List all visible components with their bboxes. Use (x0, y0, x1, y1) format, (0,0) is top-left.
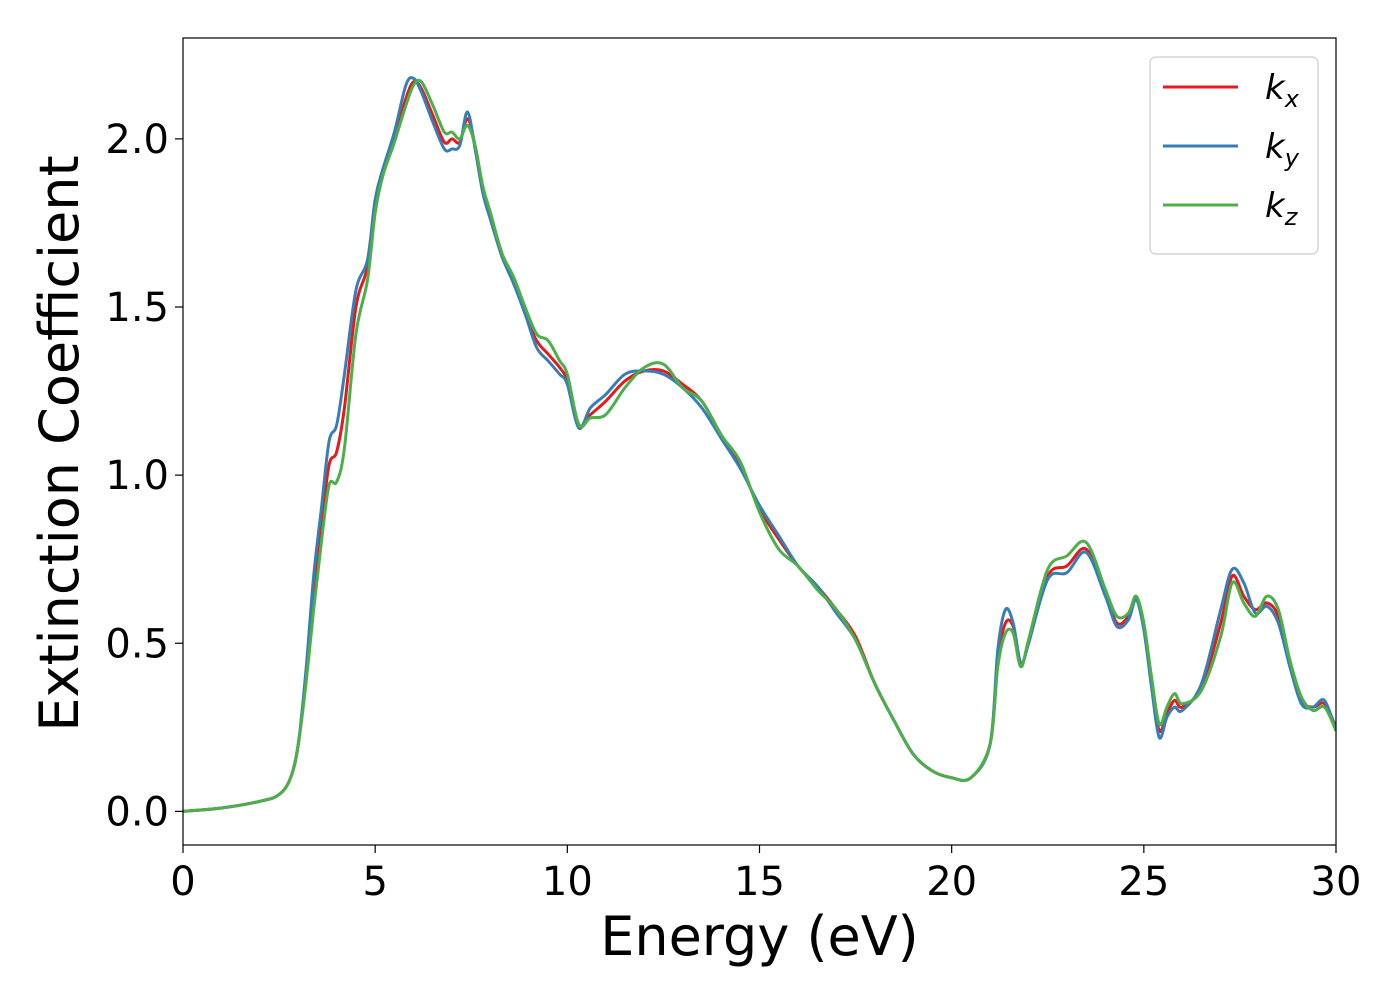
y-tick-label: 0.0 (105, 789, 169, 835)
legend-label: ky (1265, 127, 1300, 172)
legend-label: kz (1265, 186, 1299, 231)
y-axis: 0.0 0.5 1.0 1.5 2.0 (105, 117, 183, 835)
series-line-k-y (183, 76, 1336, 813)
legend-label: kx (1265, 68, 1300, 113)
x-tick-label: 0 (170, 859, 195, 905)
y-tick-label: 2.0 (105, 117, 169, 163)
x-tick-label: 10 (542, 859, 593, 905)
x-axis-title: Energy (eV) (600, 905, 919, 968)
legend: kx ky kz (1149, 56, 1319, 255)
x-tick-label: 15 (734, 859, 785, 905)
y-tick-label: 1.5 (105, 285, 169, 331)
x-tick-label: 5 (362, 859, 387, 905)
y-tick-label: 1.0 (105, 453, 169, 499)
series-line-k-z (183, 78, 1336, 813)
x-axis: 0 5 10 15 20 25 30 (170, 845, 1361, 905)
y-tick-label: 0.5 (105, 621, 169, 667)
x-tick-label: 30 (1311, 859, 1362, 905)
series-layer (183, 76, 1336, 813)
y-axis-title: Extinction Coefficient (28, 155, 91, 731)
x-tick-label: 20 (926, 859, 977, 905)
x-tick-label: 25 (1118, 859, 1169, 905)
